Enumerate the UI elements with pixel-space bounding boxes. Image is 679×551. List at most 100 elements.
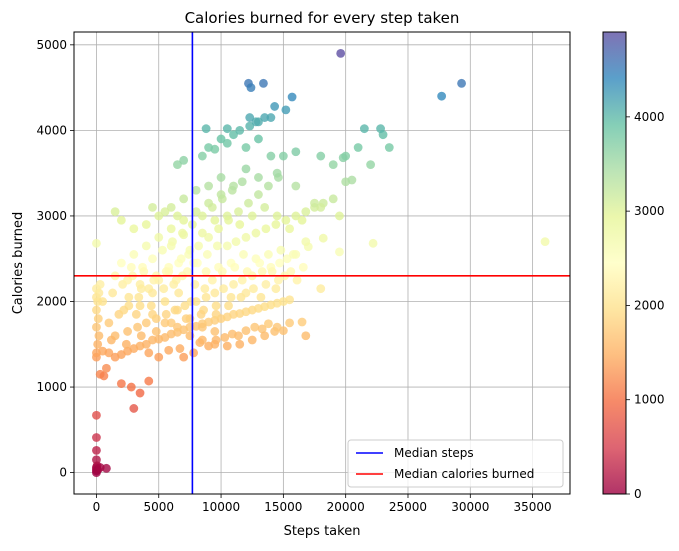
data-point: [116, 215, 126, 225]
data-point: [231, 237, 241, 247]
data-point: [148, 288, 157, 298]
data-point: [186, 297, 196, 306]
x-axis-label: Steps taken: [284, 524, 361, 539]
data-point: [144, 348, 154, 358]
data-point: [160, 318, 170, 328]
data-point: [239, 250, 248, 259]
data-point: [278, 151, 288, 161]
data-point: [244, 198, 253, 208]
data-point: [245, 121, 255, 131]
data-point: [189, 348, 199, 358]
data-point: [210, 144, 220, 154]
data-point: [212, 241, 222, 251]
chart-title: Calories burned for every step taken: [185, 9, 460, 27]
data-point: [297, 317, 307, 327]
data-point: [201, 124, 211, 134]
data-point: [197, 322, 207, 332]
data-point: [353, 143, 363, 152]
data-point: [260, 202, 270, 212]
data-point: [141, 339, 151, 349]
data-point: [129, 250, 139, 259]
data-point: [368, 238, 378, 248]
data-point: [204, 181, 213, 191]
data-point: [173, 211, 182, 221]
colorbar-tick-label: 4000: [634, 110, 665, 124]
data-point: [93, 339, 103, 349]
data-point: [123, 327, 132, 336]
y-tick-label: 0: [59, 466, 67, 480]
legend-label-median-steps: Median steps: [394, 446, 474, 460]
data-point: [347, 175, 357, 185]
data-point: [210, 288, 220, 298]
data-point: [285, 295, 294, 305]
data-point: [148, 254, 157, 264]
data-point: [250, 322, 260, 332]
data-point: [161, 267, 171, 276]
data-point: [179, 194, 189, 204]
y-axis-ticks: 0 1000 2000 3000 4000 5000: [36, 38, 74, 480]
data-point: [173, 160, 182, 170]
data-point: [336, 48, 346, 58]
data-point: [341, 151, 351, 161]
data-point: [254, 117, 263, 127]
data-point: [241, 143, 251, 152]
data-point: [211, 301, 221, 311]
data-point: [148, 309, 157, 319]
data-point: [204, 198, 213, 208]
data-point: [298, 262, 308, 272]
data-point: [301, 331, 311, 341]
data-point: [179, 155, 189, 165]
data-point: [216, 190, 226, 199]
data-point: [92, 238, 101, 248]
data-point: [154, 232, 164, 242]
data-point: [247, 211, 257, 221]
y-tick-label: 4000: [36, 123, 67, 137]
data-point: [191, 185, 201, 195]
data-point: [131, 309, 141, 319]
data-point: [216, 134, 226, 144]
data-point: [272, 168, 282, 178]
data-point: [384, 143, 394, 152]
data-point: [134, 292, 144, 302]
data-point: [181, 314, 191, 324]
data-point: [230, 262, 240, 272]
data-point: [201, 267, 211, 276]
data-point: [104, 318, 114, 328]
data-point: [335, 247, 344, 257]
data-point: [166, 224, 176, 234]
data-point: [202, 250, 212, 259]
colorbar-tick-label: 3000: [634, 204, 665, 218]
data-point: [159, 284, 169, 294]
data-point: [229, 181, 238, 191]
data-point: [94, 331, 104, 341]
data-point: [161, 309, 171, 319]
data-point: [92, 305, 101, 315]
data-point: [133, 322, 142, 332]
data-point: [437, 91, 447, 101]
legend-box: [347, 439, 564, 488]
colorbar-tick-label: 0: [634, 487, 642, 501]
data-point: [158, 245, 167, 255]
data-point: [260, 113, 270, 122]
data-point: [247, 335, 257, 345]
colorbar-frame: [602, 31, 627, 495]
data-point: [169, 279, 179, 289]
x-axis-ticks: 0 5000 10000 15000 20000 25000 30000 35000: [93, 494, 552, 514]
data-point: [257, 324, 267, 334]
data-point: [207, 275, 217, 285]
data-point: [257, 267, 267, 276]
data-point: [291, 181, 301, 191]
data-point: [260, 331, 270, 341]
colorbar-tick-label: 1000: [634, 393, 665, 407]
data-point: [224, 301, 233, 311]
legend-label-median-calories: Median calories burned: [394, 467, 534, 481]
data-point: [129, 404, 139, 413]
data-point: [235, 220, 245, 229]
data-point: [116, 379, 126, 389]
data-point: [129, 224, 139, 234]
data-point: [104, 348, 114, 358]
data-point: [222, 341, 232, 351]
data-point: [285, 224, 294, 234]
data-point: [540, 237, 550, 247]
